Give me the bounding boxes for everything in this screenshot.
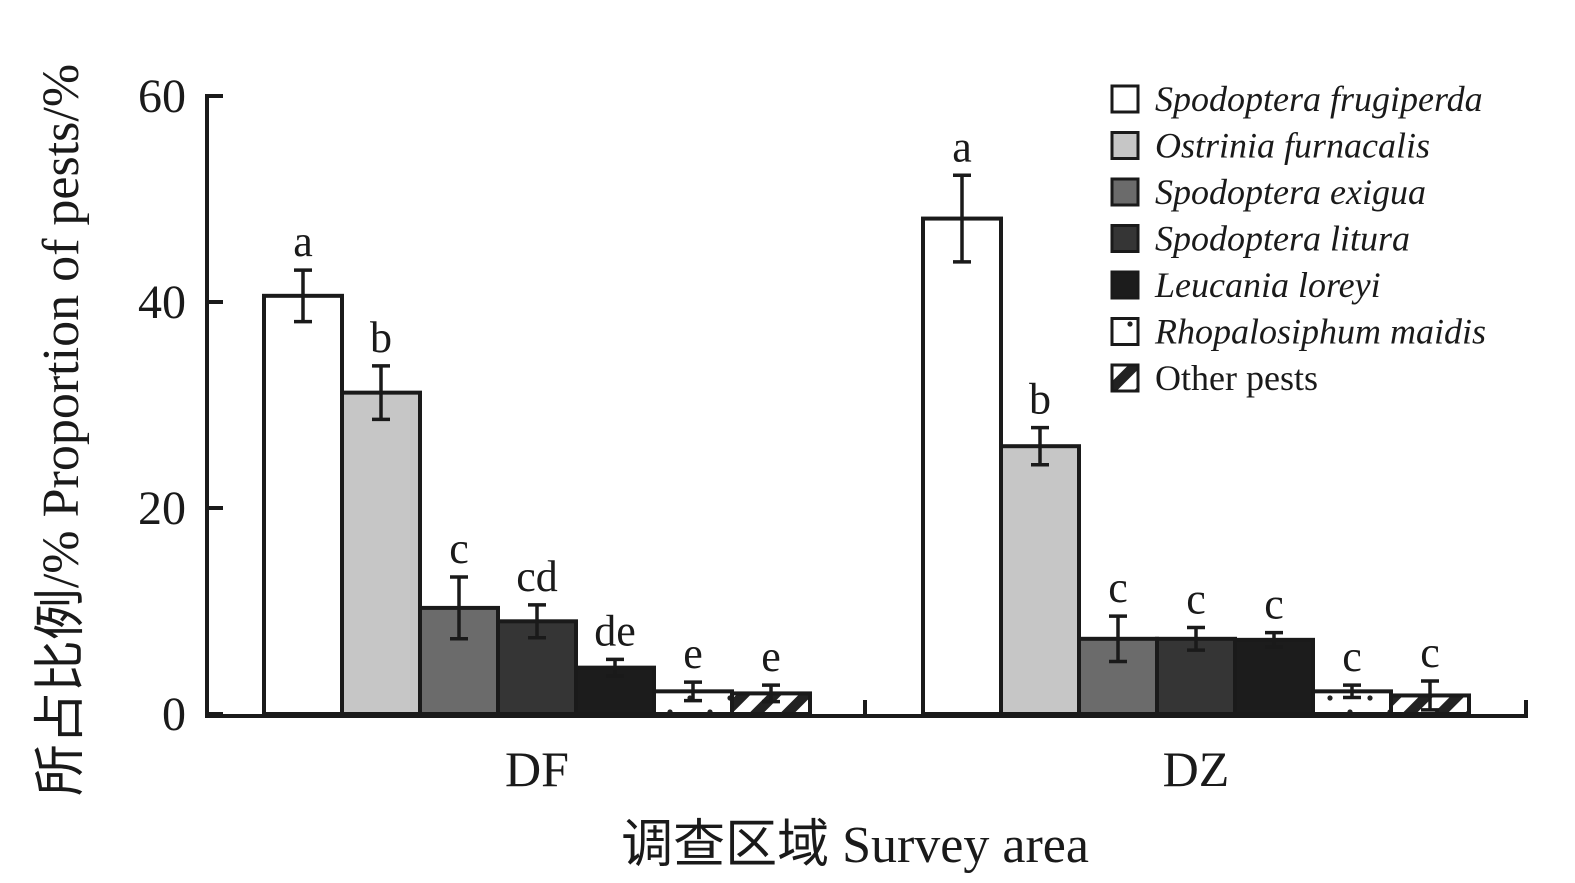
x-category-label: DZ xyxy=(1163,741,1230,797)
y-tick-label: 20 xyxy=(138,482,186,535)
legend: Spodoptera frugiperda Ostrinia furnacalis… xyxy=(1110,79,1486,398)
bar xyxy=(340,390,422,716)
legend-label: Spodoptera exigua xyxy=(1155,172,1426,212)
x-categories-group: DF DZ xyxy=(505,741,1229,797)
legend-label: Rhopalosiphum maidis xyxy=(1154,312,1486,352)
significance-letter: c xyxy=(1342,632,1362,681)
legend-swatch xyxy=(1110,270,1140,300)
legend-label: Spodoptera frugiperda xyxy=(1155,79,1483,119)
legend-label: Ostrinia furnacalis xyxy=(1155,126,1430,166)
significance-letter: b xyxy=(370,313,392,362)
significance-letter: e xyxy=(683,629,703,678)
significance-letter: c xyxy=(449,524,469,573)
legend-swatch xyxy=(1110,177,1140,207)
significance-letter: c xyxy=(1108,563,1128,612)
error-bars-group xyxy=(294,173,1439,712)
significance-letter: b xyxy=(1029,375,1051,424)
legend-label: Spodoptera litura xyxy=(1155,219,1410,259)
y-tick-label: 40 xyxy=(138,276,186,329)
bar xyxy=(999,444,1081,716)
significance-letter: c xyxy=(1186,574,1206,623)
y-tick-label: 0 xyxy=(162,688,186,741)
bar xyxy=(921,216,1003,716)
legend-swatch xyxy=(1110,84,1140,114)
legend-swatch xyxy=(1110,317,1140,346)
significance-letter: cd xyxy=(516,552,558,601)
y-axis-label: 所占比例/% Proportion of pests/% xyxy=(33,64,90,796)
legend-swatch xyxy=(1110,363,1140,393)
significance-letter: a xyxy=(293,217,313,266)
significance-letter: c xyxy=(1264,580,1284,629)
bar xyxy=(262,293,344,716)
y-ticks-group: 0 20 40 60 xyxy=(138,70,223,741)
x-axis-label: 调查区域 Survey area xyxy=(621,817,1089,874)
axes: 0 20 40 60 DF DZ 调查区域 Survey area 所占比例/% Pro… xyxy=(33,64,1528,874)
legend-swatch xyxy=(1110,131,1140,160)
significance-letter: de xyxy=(594,606,636,655)
legend-label: Other pests xyxy=(1155,358,1318,398)
significance-letter: e xyxy=(761,632,781,681)
significance-letter: a xyxy=(952,122,972,171)
x-category-label: DF xyxy=(505,741,569,797)
significance-letter: c xyxy=(1420,628,1440,677)
bar xyxy=(1233,637,1315,717)
y-tick-label: 60 xyxy=(138,70,186,123)
legend-label: Leucania loreyi xyxy=(1154,265,1381,305)
legend-swatch xyxy=(1110,224,1140,253)
